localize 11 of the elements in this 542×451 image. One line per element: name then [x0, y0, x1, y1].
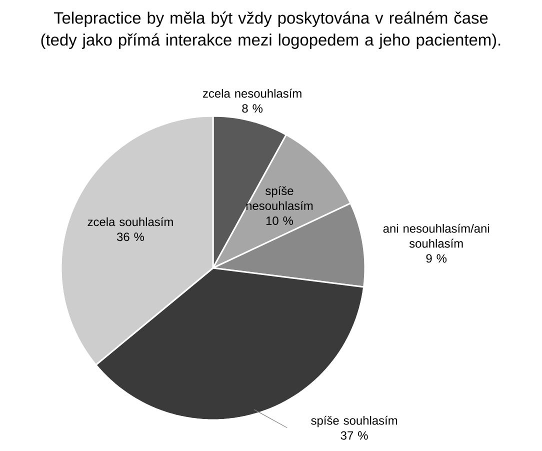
data-label: 8 % [242, 104, 263, 113]
slice-label: zcela souhlasím [88, 217, 173, 226]
data-label: 10 % [266, 216, 294, 225]
chart-title: Telepractice by měla být vždy poskytována v reálném čase (tedy jako přímá interakce mezi logopedem a jeho pacientem). [41, 11, 500, 49]
data-label: 9 % [426, 254, 447, 263]
data-label: 36 % [116, 232, 144, 242]
data-label: 37 % [340, 431, 368, 440]
slice-label: ani nesouhlasím/ani souhlasím [383, 224, 490, 248]
slice-label: spíše souhlasím [311, 416, 398, 428]
slice-label: spíše nesouhlasím [246, 186, 313, 210]
slice-label: zcela nesouhlasím [202, 88, 302, 98]
